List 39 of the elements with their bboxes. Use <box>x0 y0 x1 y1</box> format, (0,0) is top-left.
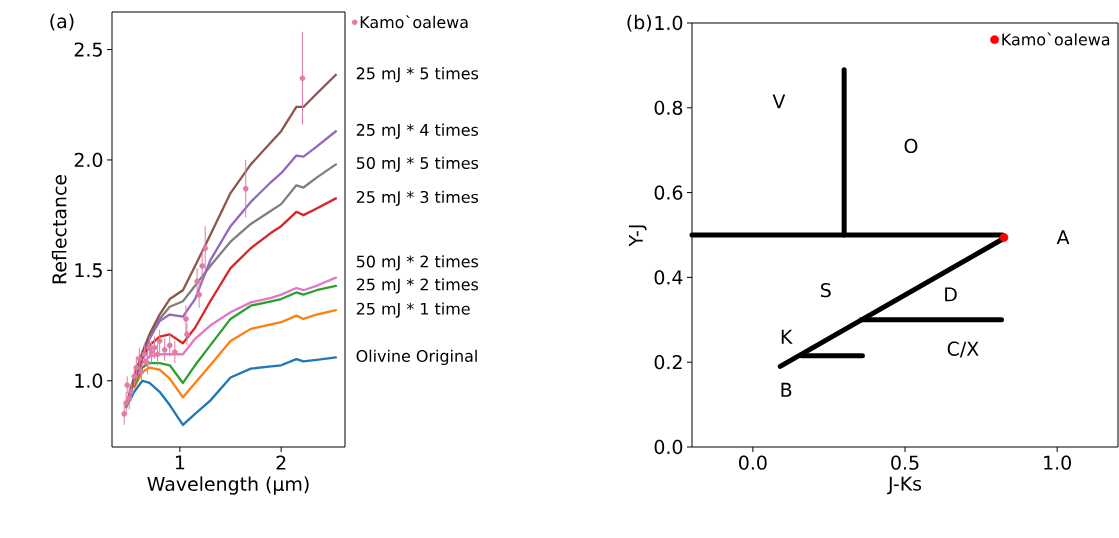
x-axis-title: Wavelength (µm) <box>147 476 309 495</box>
y-tick-label: 0.6 <box>654 185 683 200</box>
annotation: D <box>945 287 957 302</box>
y-tick-label: 1.0 <box>75 373 103 388</box>
y-tick-label: 0.4 <box>654 270 683 285</box>
y-tick-label: 2.0 <box>74 152 103 168</box>
series-label: 25 mJ * 2 times <box>356 278 479 294</box>
series-label: 25 mJ * 5 times <box>356 67 479 83</box>
y-tick-label: 0.0 <box>654 439 683 455</box>
x-tick-label: 2 <box>276 455 286 470</box>
x-tick-label: 0.0 <box>739 455 767 470</box>
series-label: 50 mJ * 2 times <box>356 255 479 271</box>
legend-label: Kamo`oalewa <box>360 15 468 29</box>
y-axis-title: Reflectance <box>51 174 67 284</box>
annotation: O <box>904 138 918 154</box>
x-tick-label: 1 <box>175 455 185 470</box>
chart-title: (a) <box>50 13 74 31</box>
y-axis-title: Y-J <box>628 225 647 247</box>
annotation: B <box>781 382 792 397</box>
y-tick-label: 1.0 <box>655 15 683 31</box>
x-axis-title: J-Ks <box>887 476 922 495</box>
y-tick-label: 0.8 <box>654 100 683 115</box>
annotation: C/X <box>947 341 979 358</box>
annotation: K <box>781 329 793 344</box>
x-tick-label: 0.5 <box>891 455 919 470</box>
chart-title: (b) <box>627 14 651 32</box>
legend-label: Kamo`oalewa <box>1002 32 1110 46</box>
x-tick-label: 1.0 <box>1044 455 1071 470</box>
annotation: S <box>821 282 831 298</box>
series-label: 25 mJ * 4 times <box>356 123 479 139</box>
y-tick-label: 2.5 <box>74 42 102 57</box>
series-label: Olivine Original <box>356 349 477 366</box>
series-label: 25 mJ * 3 times <box>356 190 479 207</box>
annotation: V <box>772 94 786 109</box>
y-tick-label: 0.2 <box>654 355 682 370</box>
series-label: 50 mJ * 5 times <box>356 156 479 172</box>
annotation: A <box>1056 230 1070 245</box>
y-tick-label: 1.5 <box>75 263 102 278</box>
series-label: 25 mJ * 1 time <box>356 302 470 318</box>
